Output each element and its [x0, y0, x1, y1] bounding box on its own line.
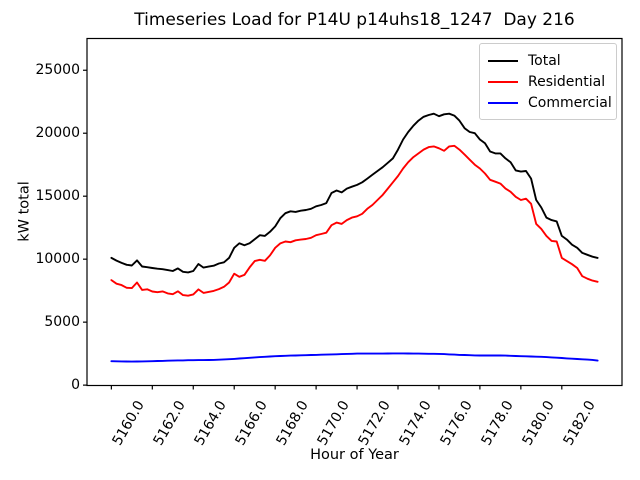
y-tick-label: 0: [71, 376, 80, 393]
series-line-commercial: [110, 352, 599, 363]
y-tick-label: 25000: [35, 61, 80, 78]
legend-swatch-residential: [488, 80, 518, 83]
series-line-residential: [110, 144, 599, 297]
legend-label-commercial: Commercial: [528, 94, 612, 111]
legend-item-commercial: Commercial: [488, 92, 612, 113]
chart-title: Timeseries Load for P14U p14uhs18_1247 D…: [134, 10, 575, 30]
legend: Total Residential Commercial: [479, 43, 617, 120]
legend-swatch-commercial: [488, 101, 518, 104]
axes-frame: [86, 37, 623, 387]
legend-item-residential: Residential: [488, 71, 608, 92]
legend-label-total: Total: [528, 52, 561, 69]
legend-label-residential: Residential: [528, 73, 606, 90]
y-tick-label: 15000: [35, 187, 80, 204]
series-line-total: [110, 112, 599, 274]
y-tick-label: 10000: [35, 250, 80, 267]
legend-item-total: Total: [488, 50, 608, 71]
y-tick-label: 5000: [44, 313, 80, 330]
legend-swatch-total: [488, 59, 518, 62]
x-axis-label: Hour of Year: [310, 447, 399, 463]
y-tick-label: 20000: [35, 124, 80, 141]
